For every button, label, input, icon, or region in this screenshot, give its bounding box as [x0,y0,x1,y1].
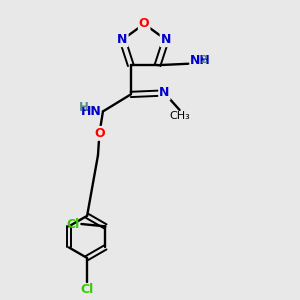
Text: H: H [79,101,89,114]
Text: HN: HN [81,105,101,118]
Text: N: N [117,33,128,46]
Text: O: O [94,127,105,140]
Text: Cl: Cl [67,218,80,230]
Text: NH: NH [190,54,211,67]
Text: 2: 2 [200,55,207,65]
Text: O: O [139,17,149,30]
Text: Cl: Cl [80,284,94,296]
Text: N: N [159,86,170,100]
Text: N: N [161,33,171,46]
Text: CH₃: CH₃ [169,111,190,122]
